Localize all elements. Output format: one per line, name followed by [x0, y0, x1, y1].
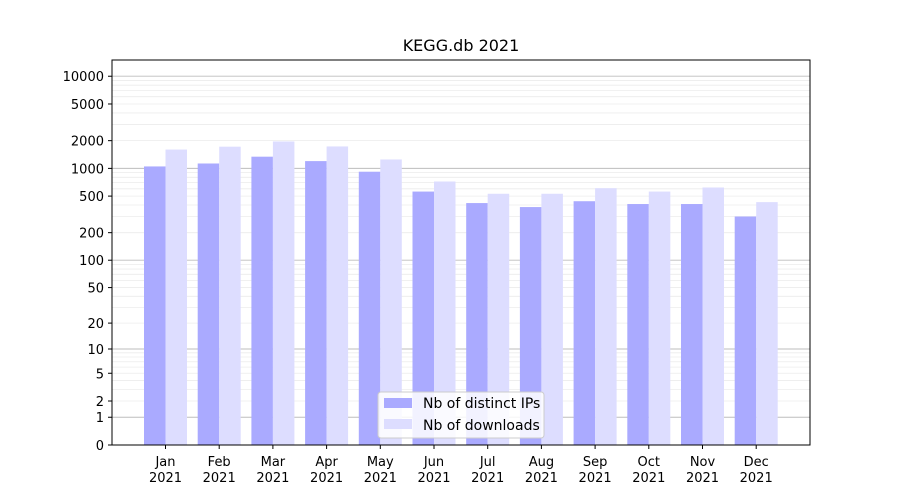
x-tick-label: Dec 2021: [740, 455, 773, 486]
x-axis: Jan 2021 Feb 2021 Mar 2021 Apr 2021 May 2021 Jun 20…: [149, 445, 773, 486]
y-tick-label: 500: [79, 190, 104, 205]
bar: [305, 161, 327, 445]
bar: [358, 171, 381, 445]
x-tick-label: Sep 2021: [579, 455, 612, 486]
chart-title: KEGG.db 2021: [403, 36, 520, 55]
legend-label-downloads: Nb of downloads: [423, 418, 540, 434]
bar: [144, 166, 166, 446]
x-tick-label: Jan 2021: [149, 455, 182, 486]
bar: [380, 159, 402, 445]
y-tick-label: 10: [87, 343, 104, 358]
bar: [165, 149, 187, 446]
y-tick-label: 1: [96, 411, 104, 426]
bar: [466, 203, 488, 445]
x-tick-label: Apr 2021: [310, 455, 343, 486]
y-tick-label: 100: [79, 254, 104, 269]
bar: [219, 146, 241, 445]
y-tick-label: 5: [96, 367, 104, 382]
y-tick-label: 10000: [63, 70, 104, 85]
y-tick-label: 2: [96, 395, 104, 410]
y-tick-label: 2000: [71, 135, 104, 150]
bars: [144, 141, 778, 446]
x-tick-label: May 2021: [364, 455, 397, 486]
y-tick-label: 5000: [71, 98, 104, 113]
bar: [595, 188, 617, 446]
legend-swatch-ips: [384, 398, 412, 408]
x-tick-label: Oct 2021: [632, 455, 665, 486]
x-tick-label: Nov 2021: [686, 455, 719, 486]
legend-label-ips: Nb of distinct IPs: [423, 396, 540, 412]
bar: [627, 204, 649, 445]
bar: [326, 146, 349, 446]
legend: Nb of distinct IPs Nb of downloads: [377, 391, 545, 439]
x-tick-label: Jul 2021: [471, 455, 504, 486]
y-tick-label: 200: [79, 227, 104, 242]
bar: [756, 202, 778, 445]
bar: [197, 163, 220, 446]
legend-box: [377, 391, 545, 439]
y-axis: 0 12 5 10 20 50 100 200 500 1000 2000 5000 10000: [63, 70, 112, 454]
legend-swatch-downloads: [384, 419, 412, 429]
x-tick-label: Mar 2021: [256, 455, 289, 486]
bar: [412, 191, 434, 445]
bar: [681, 204, 703, 445]
bar: [272, 141, 295, 445]
y-tick-label: 50: [87, 282, 104, 297]
bar: [519, 207, 542, 445]
x-tick-label: Jun 2021: [417, 455, 450, 486]
y-tick-label: 0: [96, 439, 104, 454]
bar: [487, 193, 510, 445]
x-tick-label: Aug 2021: [525, 455, 558, 486]
bar: [573, 201, 596, 445]
bar: [251, 156, 273, 445]
bar: [541, 193, 563, 445]
x-tick-label: Feb 2021: [203, 455, 236, 486]
bar: [434, 181, 456, 445]
bar: [648, 191, 671, 445]
bar: [702, 187, 724, 445]
plot-frame: [111, 59, 811, 446]
y-tick-label: 20: [87, 317, 104, 332]
bar: [734, 216, 757, 445]
y-tick-label: 1000: [71, 162, 104, 177]
